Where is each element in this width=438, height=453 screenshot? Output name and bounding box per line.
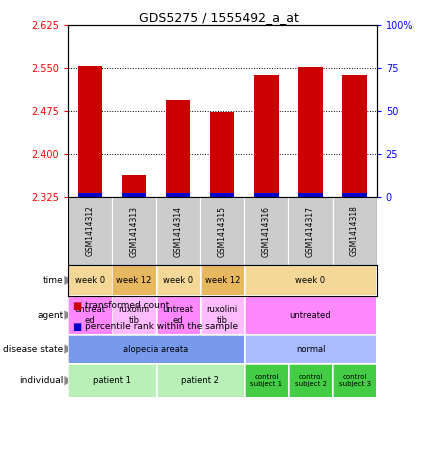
- Bar: [332, 197, 377, 265]
- Polygon shape: [64, 276, 72, 285]
- Text: GSM1414317: GSM1414317: [306, 206, 315, 256]
- Bar: [166, 193, 190, 197]
- Bar: [122, 193, 146, 197]
- Bar: [244, 197, 289, 265]
- Text: control
subject 3: control subject 3: [339, 374, 371, 387]
- Bar: [298, 67, 323, 197]
- Bar: [112, 197, 156, 265]
- Text: week 0: week 0: [296, 276, 325, 285]
- Text: disease state: disease state: [3, 345, 64, 353]
- Text: time: time: [43, 276, 64, 285]
- Text: individual: individual: [19, 376, 64, 385]
- Bar: [210, 193, 234, 197]
- Text: GSM1414313: GSM1414313: [130, 206, 138, 256]
- Text: ■: ■: [72, 322, 81, 332]
- Text: control
subject 1: control subject 1: [251, 374, 283, 387]
- Bar: [78, 66, 102, 197]
- Bar: [343, 75, 367, 197]
- Bar: [343, 193, 367, 197]
- Bar: [122, 175, 146, 197]
- Text: percentile rank within the sample: percentile rank within the sample: [85, 322, 239, 331]
- Text: week 12: week 12: [205, 276, 240, 285]
- Bar: [68, 197, 112, 265]
- Text: GSM1414318: GSM1414318: [350, 206, 359, 256]
- Bar: [210, 111, 234, 197]
- Text: ruxolini
tib: ruxolini tib: [207, 305, 238, 325]
- Text: untreat
ed: untreat ed: [162, 305, 194, 325]
- Text: week 12: week 12: [117, 276, 152, 285]
- Bar: [289, 197, 332, 265]
- Text: patient 2: patient 2: [181, 376, 219, 385]
- Text: untreated: untreated: [290, 311, 331, 319]
- Polygon shape: [64, 310, 72, 320]
- Text: normal: normal: [296, 345, 325, 353]
- Bar: [298, 193, 323, 197]
- Text: untreat
ed: untreat ed: [74, 305, 106, 325]
- Text: alopecia areata: alopecia areata: [124, 345, 189, 353]
- Text: transformed count: transformed count: [85, 301, 170, 310]
- Text: GSM1414316: GSM1414316: [262, 206, 271, 256]
- Text: ■: ■: [72, 301, 81, 311]
- Bar: [78, 193, 102, 197]
- Text: ruxolini
tib: ruxolini tib: [118, 305, 150, 325]
- Text: agent: agent: [37, 311, 64, 319]
- Bar: [254, 75, 279, 197]
- Text: control
subject 2: control subject 2: [294, 374, 326, 387]
- Text: GSM1414312: GSM1414312: [85, 206, 95, 256]
- Bar: [156, 197, 200, 265]
- Polygon shape: [64, 344, 72, 354]
- Bar: [254, 193, 279, 197]
- Text: week 0: week 0: [75, 276, 105, 285]
- Bar: [200, 197, 244, 265]
- Text: week 0: week 0: [163, 276, 193, 285]
- Text: GSM1414314: GSM1414314: [174, 206, 183, 256]
- Text: GSM1414315: GSM1414315: [218, 206, 227, 256]
- Text: patient 1: patient 1: [93, 376, 131, 385]
- Text: GDS5275 / 1555492_a_at: GDS5275 / 1555492_a_at: [139, 11, 299, 24]
- Bar: [166, 100, 190, 197]
- Polygon shape: [64, 376, 72, 386]
